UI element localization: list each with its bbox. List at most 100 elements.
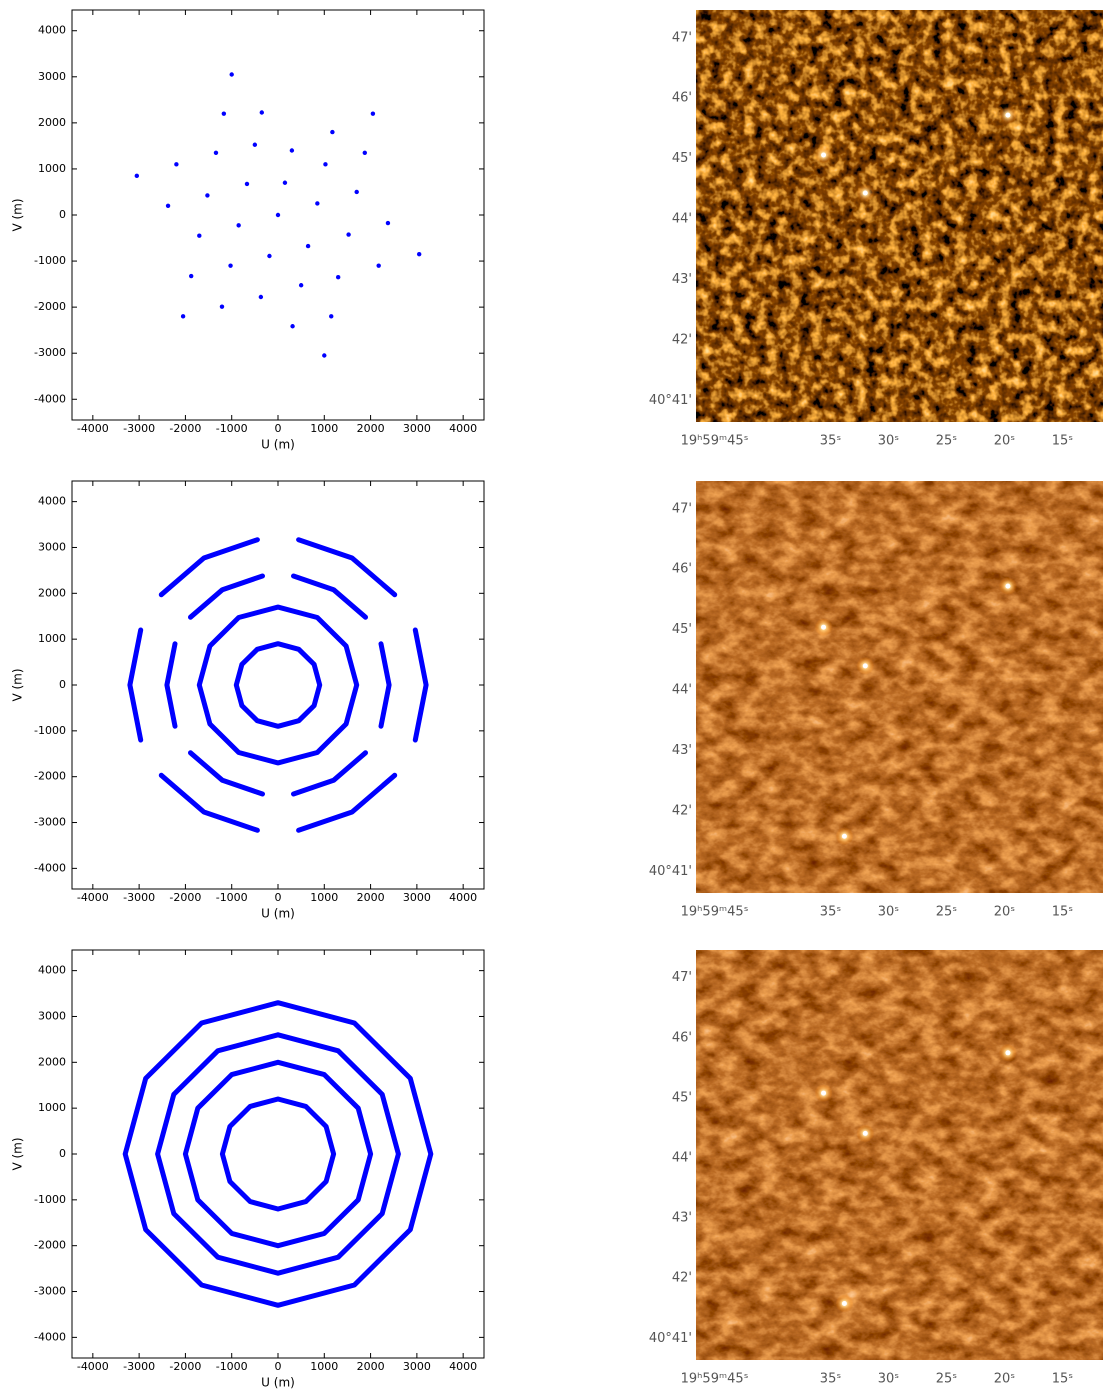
x-tick-label: -1000 [216, 422, 248, 435]
plot-area [134, 72, 422, 358]
y-tick-label: 45' [672, 151, 692, 166]
axes-frame [71, 949, 485, 1359]
uv-point [197, 233, 202, 238]
uv-point [346, 232, 351, 237]
y-tick-label: 0 [59, 208, 66, 221]
uv-point [290, 324, 295, 329]
y-tick-label: 40°41' [649, 1331, 692, 1346]
x-tick-label: 35ˢ [820, 905, 842, 920]
y-tick-label: 1000 [38, 162, 66, 175]
x-tick-label: 4000 [449, 422, 477, 435]
y-tick-label: -2000 [34, 770, 66, 783]
x-tick-label: 35ˢ [820, 1372, 842, 1387]
y-tick-label: 42' [672, 803, 692, 818]
y-tick-label: -1000 [34, 724, 66, 737]
y-tick-label: -3000 [34, 346, 66, 359]
x-axis-label: U (m) [261, 1376, 295, 1389]
source [821, 152, 827, 158]
uv-point [229, 72, 234, 77]
y-tick-label: -1000 [34, 254, 66, 267]
y-tick-label: 4000 [38, 964, 66, 977]
x-tick-label: 25ˢ [936, 1372, 958, 1387]
uv-point [165, 203, 171, 208]
y-tick-label: -2000 [34, 1239, 66, 1252]
uv-point [376, 263, 381, 268]
uv-point [362, 150, 367, 156]
source [841, 833, 847, 839]
plot-area [122, 1000, 434, 1308]
uv-point [228, 263, 233, 268]
sky-image [696, 10, 1103, 422]
y-tick-label: 47' [672, 501, 692, 516]
y-tick-label: 2000 [38, 1055, 66, 1068]
y-tick-label: 44' [672, 212, 692, 227]
uv-point [329, 314, 334, 319]
uv-point [205, 193, 210, 198]
y-tick-label: 2000 [38, 116, 66, 129]
y-tick-label: 46' [672, 91, 692, 106]
x-tick-label: -2000 [169, 422, 201, 435]
x-tick-label: 20ˢ [994, 434, 1016, 449]
x-tick-label: 3000 [403, 1360, 431, 1373]
x-axis-label: U (m) [261, 438, 295, 452]
uv-point [275, 212, 281, 218]
y-tick-label: 47' [672, 30, 692, 45]
y-tick-label: 1000 [38, 1101, 66, 1114]
uv-point [134, 173, 140, 179]
x-tick-label: 19ʰ59ᵐ45ˢ [681, 905, 749, 920]
uv-point [219, 304, 225, 309]
uv-point [258, 294, 264, 300]
y-tick-label: 40°41' [649, 864, 692, 879]
x-tick-label: 3000 [403, 891, 431, 904]
y-tick-label: 4000 [38, 24, 66, 37]
uv-point [315, 201, 320, 206]
y-tick-label: 0 [59, 678, 66, 691]
x-tick-label: 1000 [310, 891, 338, 904]
y-tick-label: 43' [672, 1211, 692, 1226]
x-tick-label: 19ʰ59ᵐ45ˢ [681, 1372, 749, 1387]
uv-point [354, 189, 359, 195]
y-tick-label: 44' [672, 1151, 692, 1166]
x-tick-label: -3000 [123, 891, 155, 904]
y-tick-label: 2000 [38, 586, 66, 599]
y-tick-label: 42' [672, 332, 692, 347]
uv-point [213, 150, 219, 156]
uv-point [221, 111, 227, 116]
uv-point [298, 283, 304, 288]
x-tick-label: 2000 [357, 1360, 385, 1373]
y-tick-label: 1000 [38, 632, 66, 645]
uv-point [322, 353, 327, 358]
y-axis-label: V (m) [11, 668, 25, 701]
x-tick-label: -2000 [169, 1360, 201, 1373]
x-tick-label: 25ˢ [936, 905, 958, 920]
y-tick-label: -4000 [34, 392, 66, 405]
y-tick-label: 45' [672, 622, 692, 637]
x-tick-label: 20ˢ [994, 905, 1016, 920]
uv-track [122, 1000, 434, 1308]
source [1005, 112, 1011, 118]
uv-point [335, 274, 341, 280]
sky-image [696, 481, 1103, 893]
uv-point [180, 314, 186, 319]
y-tick-label: -3000 [34, 1285, 66, 1298]
source [821, 624, 827, 630]
y-tick-label: -3000 [34, 816, 66, 829]
uv-point [267, 253, 272, 259]
y-tick-label: 45' [672, 1090, 692, 1105]
y-tick-label: 4000 [38, 495, 66, 508]
y-tick-label: 42' [672, 1271, 692, 1286]
y-tick-label: 3000 [38, 540, 66, 553]
uv-track [127, 537, 429, 833]
y-tick-label: 3000 [38, 1009, 66, 1022]
x-tick-label: 30ˢ [878, 434, 900, 449]
x-tick-label: 15ˢ [1052, 905, 1074, 920]
x-tick-label: 35ˢ [820, 434, 842, 449]
uv-point [289, 148, 295, 153]
uv-point [416, 251, 422, 257]
x-tick-label: 30ˢ [878, 1372, 900, 1387]
x-tick-label: -4000 [77, 1360, 109, 1373]
x-tick-label: 2000 [357, 422, 385, 435]
x-tick-label: 1000 [310, 1360, 338, 1373]
x-tick-label: 2000 [357, 891, 385, 904]
